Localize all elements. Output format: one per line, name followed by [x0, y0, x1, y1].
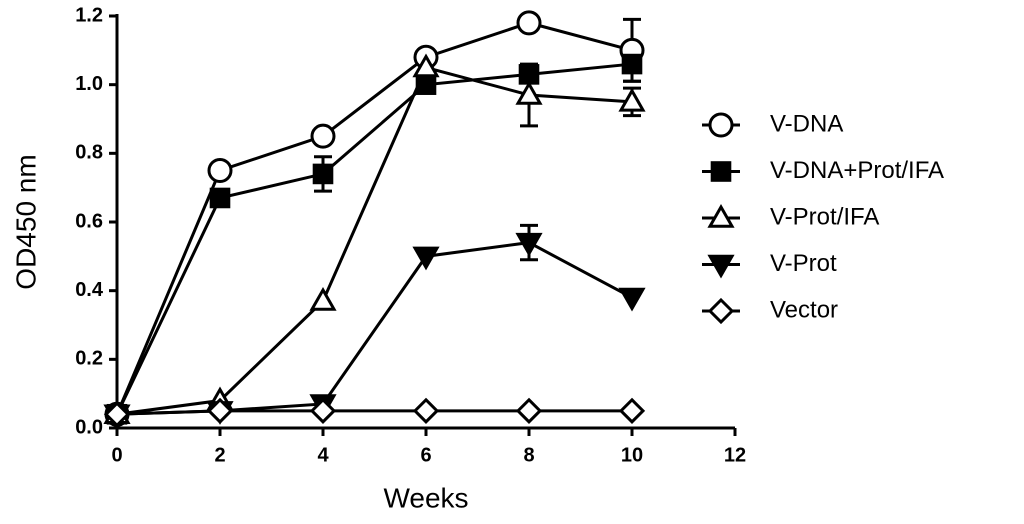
legend-marker [710, 161, 732, 182]
legend-label: V-Prot/IFA [770, 203, 879, 230]
legend-label: V-DNA [770, 110, 843, 137]
marker [207, 158, 233, 183]
series-line [115, 62, 633, 415]
marker [515, 80, 543, 105]
legend-label: V-Prot [770, 250, 837, 277]
marker [618, 397, 646, 424]
y-tick-label: 1.0 [75, 73, 103, 95]
x-tick-label: 12 [724, 444, 746, 466]
y-tick-label: 0.8 [75, 142, 103, 164]
marker [312, 163, 334, 185]
marker [103, 401, 131, 428]
legend-label: V-DNA+Prot/IFA [770, 157, 944, 184]
marker [309, 397, 337, 424]
marker [518, 64, 540, 85]
marker [309, 286, 337, 311]
marker [621, 53, 643, 75]
x-tick-label: 0 [111, 444, 122, 466]
x-tick-label: 2 [214, 444, 225, 466]
y-tick-label: 0.6 [75, 210, 103, 232]
x-tick-label: 8 [523, 444, 534, 466]
x-tick-label: 10 [621, 444, 643, 466]
legend-marker [707, 297, 735, 325]
marker [515, 397, 543, 424]
marker [412, 397, 440, 424]
y-axis-label: OD450 nm [10, 154, 41, 289]
marker [412, 53, 440, 78]
marker [516, 10, 542, 36]
x-tick-label: 6 [420, 444, 431, 466]
y-tick-label: 1.2 [75, 4, 103, 26]
marker [310, 123, 336, 149]
marker [618, 287, 646, 312]
y-tick-label: 0.2 [75, 348, 103, 370]
marker [206, 397, 234, 424]
x-tick-label: 4 [317, 444, 329, 466]
x-axis-label: Weeks [383, 482, 468, 513]
series-line [116, 65, 633, 416]
legend-marker [707, 203, 735, 228]
marker [618, 87, 646, 112]
marker [515, 232, 543, 257]
series-line [116, 409, 632, 416]
legend-label: Vector [770, 296, 838, 323]
marker [209, 187, 231, 209]
series-line [116, 241, 633, 416]
marker [412, 246, 440, 271]
y-tick-label: 0.0 [75, 416, 103, 438]
marker [415, 74, 437, 95]
y-tick-label: 0.4 [75, 279, 104, 301]
legend-marker [708, 112, 734, 138]
series-line [115, 21, 633, 415]
legend-marker [707, 254, 735, 279]
